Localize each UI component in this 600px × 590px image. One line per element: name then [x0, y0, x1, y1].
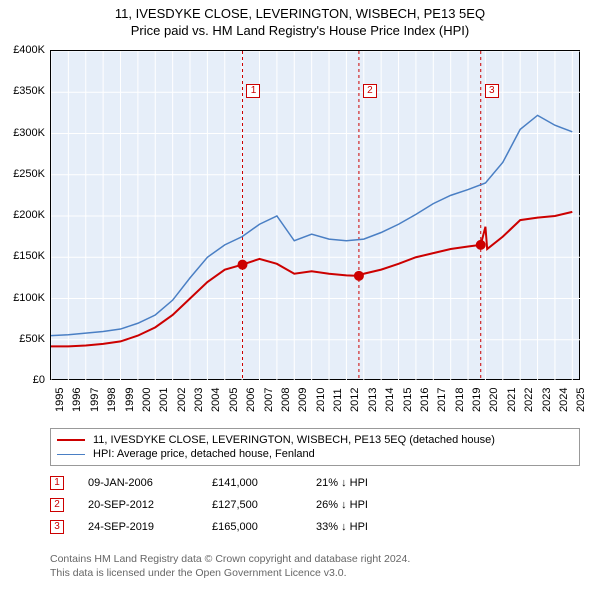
sales-price: £165,000	[212, 521, 292, 533]
x-tick-label: 2024	[558, 388, 570, 412]
x-tick-label: 2005	[228, 388, 240, 412]
sales-delta: 21% ↓ HPI	[316, 477, 416, 489]
y-tick-label: £250K	[13, 168, 45, 180]
x-tick-label: 1998	[106, 388, 118, 412]
x-tick-label: 2019	[471, 388, 483, 412]
x-tick-label: 2022	[523, 388, 535, 412]
x-tick-label: 2013	[367, 388, 379, 412]
x-tick-label: 2018	[454, 388, 466, 412]
legend: 11, IVESDYKE CLOSE, LEVERINGTON, WISBECH…	[50, 428, 580, 466]
sales-row: 3 24-SEP-2019 £165,000 33% ↓ HPI	[50, 516, 580, 538]
x-tick-label: 2002	[176, 388, 188, 412]
x-tick-label: 1995	[54, 388, 66, 412]
x-tick-label: 2011	[332, 388, 344, 412]
sales-delta: 33% ↓ HPI	[316, 521, 416, 533]
x-tick-label: 2020	[488, 388, 500, 412]
y-tick-label: £50K	[19, 333, 45, 345]
y-tick-label: £100K	[13, 292, 45, 304]
sale-marker-2: 2	[363, 84, 377, 98]
x-tick-label: 2016	[419, 388, 431, 412]
legend-label: 11, IVESDYKE CLOSE, LEVERINGTON, WISBECH…	[93, 434, 495, 446]
y-tick-label: £300K	[13, 127, 45, 139]
sales-price: £141,000	[212, 477, 292, 489]
x-tick-label: 2007	[263, 388, 275, 412]
x-tick-label: 2008	[280, 388, 292, 412]
legend-label: HPI: Average price, detached house, Fenl…	[93, 448, 315, 460]
sales-row: 1 09-JAN-2006 £141,000 21% ↓ HPI	[50, 472, 580, 494]
x-tick-label: 1999	[124, 388, 136, 412]
sales-date: 09-JAN-2006	[88, 477, 188, 489]
footer-line: Contains HM Land Registry data © Crown c…	[50, 552, 580, 566]
legend-item: HPI: Average price, detached house, Fenl…	[57, 447, 573, 461]
x-tick-label: 1996	[71, 388, 83, 412]
x-tick-label: 2021	[506, 388, 518, 412]
legend-swatch	[57, 454, 85, 455]
x-tick-label: 2014	[384, 388, 396, 412]
x-tick-label: 2004	[210, 388, 222, 412]
legend-item: 11, IVESDYKE CLOSE, LEVERINGTON, WISBECH…	[57, 433, 573, 447]
sales-price: £127,500	[212, 499, 292, 511]
x-tick-label: 2003	[193, 388, 205, 412]
plot-area: 1 2 3	[50, 50, 580, 380]
y-tick-label: £200K	[13, 209, 45, 221]
x-tick-label: 2012	[349, 388, 361, 412]
sales-row: 2 20-SEP-2012 £127,500 26% ↓ HPI	[50, 494, 580, 516]
x-tick-label: 2001	[158, 388, 170, 412]
x-tick-label: 2000	[141, 388, 153, 412]
sales-date: 20-SEP-2012	[88, 499, 188, 511]
chart-subtitle: Price paid vs. HM Land Registry's House …	[0, 23, 600, 38]
sales-marker: 2	[50, 498, 64, 512]
sales-table: 1 09-JAN-2006 £141,000 21% ↓ HPI 2 20-SEP-201…	[50, 472, 580, 538]
x-tick-label: 2023	[541, 388, 553, 412]
footer: Contains HM Land Registry data © Crown c…	[50, 552, 580, 580]
x-tick-label: 2017	[436, 388, 448, 412]
y-tick-label: £400K	[13, 44, 45, 56]
footer-line: This data is licensed under the Open Gov…	[50, 566, 580, 580]
sale-marker-1: 1	[246, 84, 260, 98]
x-tick-label: 2009	[297, 388, 309, 412]
sales-delta: 26% ↓ HPI	[316, 499, 416, 511]
y-tick-label: £150K	[13, 250, 45, 262]
plot-svg	[51, 51, 581, 381]
legend-swatch	[57, 439, 85, 441]
chart-container: 11, IVESDYKE CLOSE, LEVERINGTON, WISBECH…	[0, 0, 600, 590]
sales-date: 24-SEP-2019	[88, 521, 188, 533]
y-tick-label: £0	[33, 374, 45, 386]
x-tick-label: 2006	[245, 388, 257, 412]
x-tick-label: 2015	[402, 388, 414, 412]
x-tick-label: 1997	[89, 388, 101, 412]
sale-marker-3: 3	[485, 84, 499, 98]
y-tick-label: £350K	[13, 85, 45, 97]
chart-title: 11, IVESDYKE CLOSE, LEVERINGTON, WISBECH…	[0, 0, 600, 21]
sales-marker: 1	[50, 476, 64, 490]
x-tick-label: 2010	[315, 388, 327, 412]
sales-marker: 3	[50, 520, 64, 534]
x-tick-label: 2025	[575, 388, 587, 412]
